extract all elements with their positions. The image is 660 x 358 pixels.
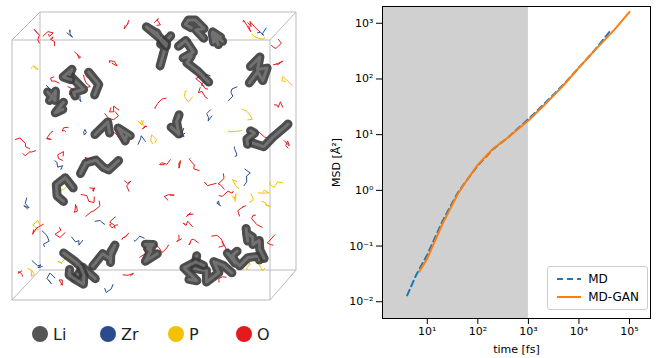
svg-text:time [fs]: time [fs] [493,343,540,356]
svg-text:10²: 10² [469,325,487,338]
svg-text:10³: 10³ [355,17,373,30]
svg-text:10⁴: 10⁴ [570,325,589,338]
svg-text:10⁵: 10⁵ [620,325,638,338]
svg-text:P: P [189,325,199,344]
svg-text:MSD [Å²]: MSD [Å²] [330,138,343,187]
svg-text:10⁻¹: 10⁻¹ [349,240,373,253]
svg-text:Li: Li [53,325,66,344]
html-text:MD: MD [588,272,608,286]
svg-text:10²: 10² [355,72,373,85]
svg-text:10¹: 10¹ [418,325,436,338]
svg-text:10³: 10³ [519,325,537,338]
svg-text:Zr: Zr [121,325,139,344]
svg-text:O: O [257,325,270,344]
svg-text:10⁻²: 10⁻² [349,295,373,308]
svg-text:10¹: 10¹ [355,128,373,141]
svg-text:10⁰: 10⁰ [355,184,374,197]
html-text:MD-GAN: MD-GAN [588,290,639,304]
